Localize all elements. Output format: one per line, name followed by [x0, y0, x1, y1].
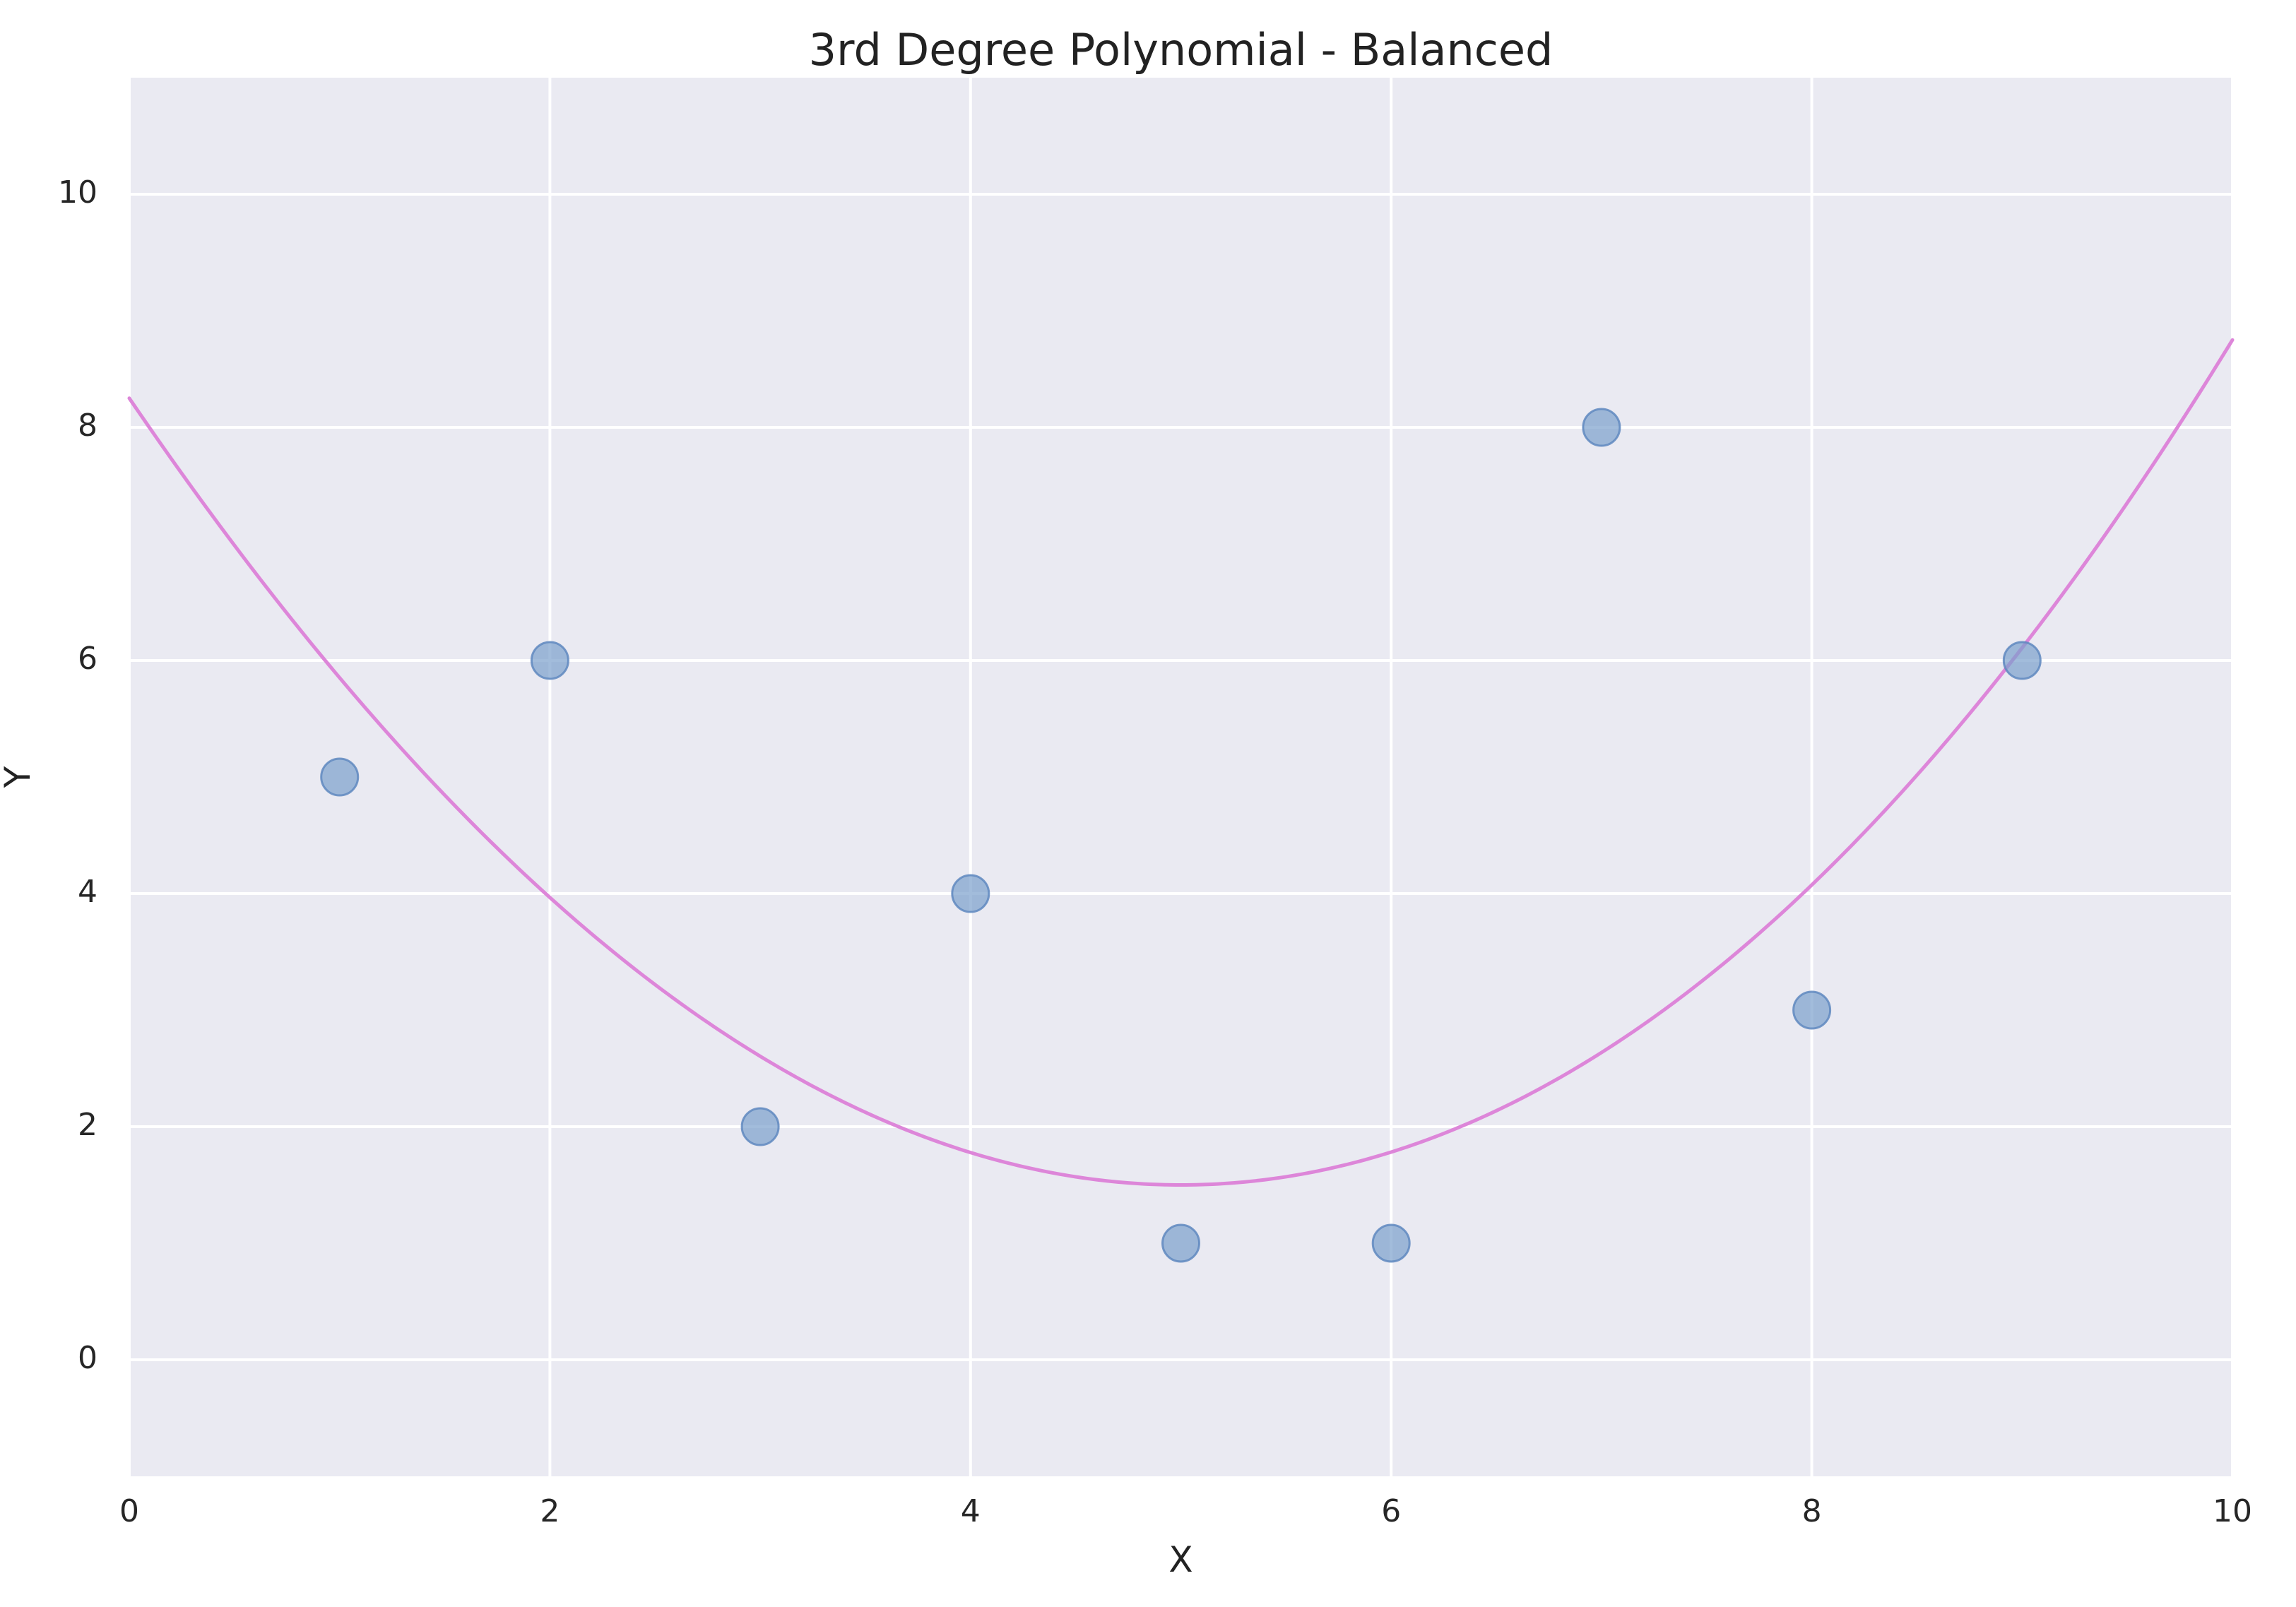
- x-tick-label: 0: [119, 1493, 139, 1529]
- x-tick-label: 8: [1802, 1493, 1822, 1529]
- data-point: [1371, 1223, 1411, 1263]
- x-tick-label: 4: [961, 1493, 981, 1529]
- x-tick-label: 10: [2213, 1493, 2252, 1529]
- x-axis-label: X: [1168, 1539, 1193, 1580]
- y-tick-label: 8: [78, 408, 97, 444]
- data-point: [740, 1107, 780, 1146]
- y-axis-ticks: 0 2 4 6 8 10: [58, 174, 97, 1376]
- data-point: [2002, 641, 2042, 680]
- chart-title: 3rd Degree Polynomial - Balanced: [809, 24, 1554, 76]
- y-tick-label: 2: [78, 1107, 97, 1143]
- fit-curve-layer: [127, 338, 2235, 1187]
- x-axis-ticks: 0 2 4 6 8 10: [119, 1493, 2252, 1529]
- x-tick-label: 2: [540, 1493, 560, 1529]
- data-point: [530, 641, 569, 680]
- data-point: [1161, 1223, 1200, 1263]
- y-tick-label: 6: [78, 641, 97, 677]
- data-point: [320, 757, 360, 797]
- x-tick-label: 6: [1381, 1493, 1401, 1529]
- fit-curve: [127, 338, 2235, 1187]
- y-axis-label: Y: [0, 766, 38, 788]
- data-point: [1792, 990, 1832, 1030]
- y-tick-label: 10: [58, 174, 97, 210]
- y-tick-label: 4: [78, 874, 97, 910]
- data-point: [951, 874, 990, 913]
- grid-lines: [128, 78, 2234, 1476]
- data-point: [1582, 408, 1621, 447]
- data-points: [320, 408, 2042, 1263]
- y-tick-label: 0: [78, 1340, 97, 1376]
